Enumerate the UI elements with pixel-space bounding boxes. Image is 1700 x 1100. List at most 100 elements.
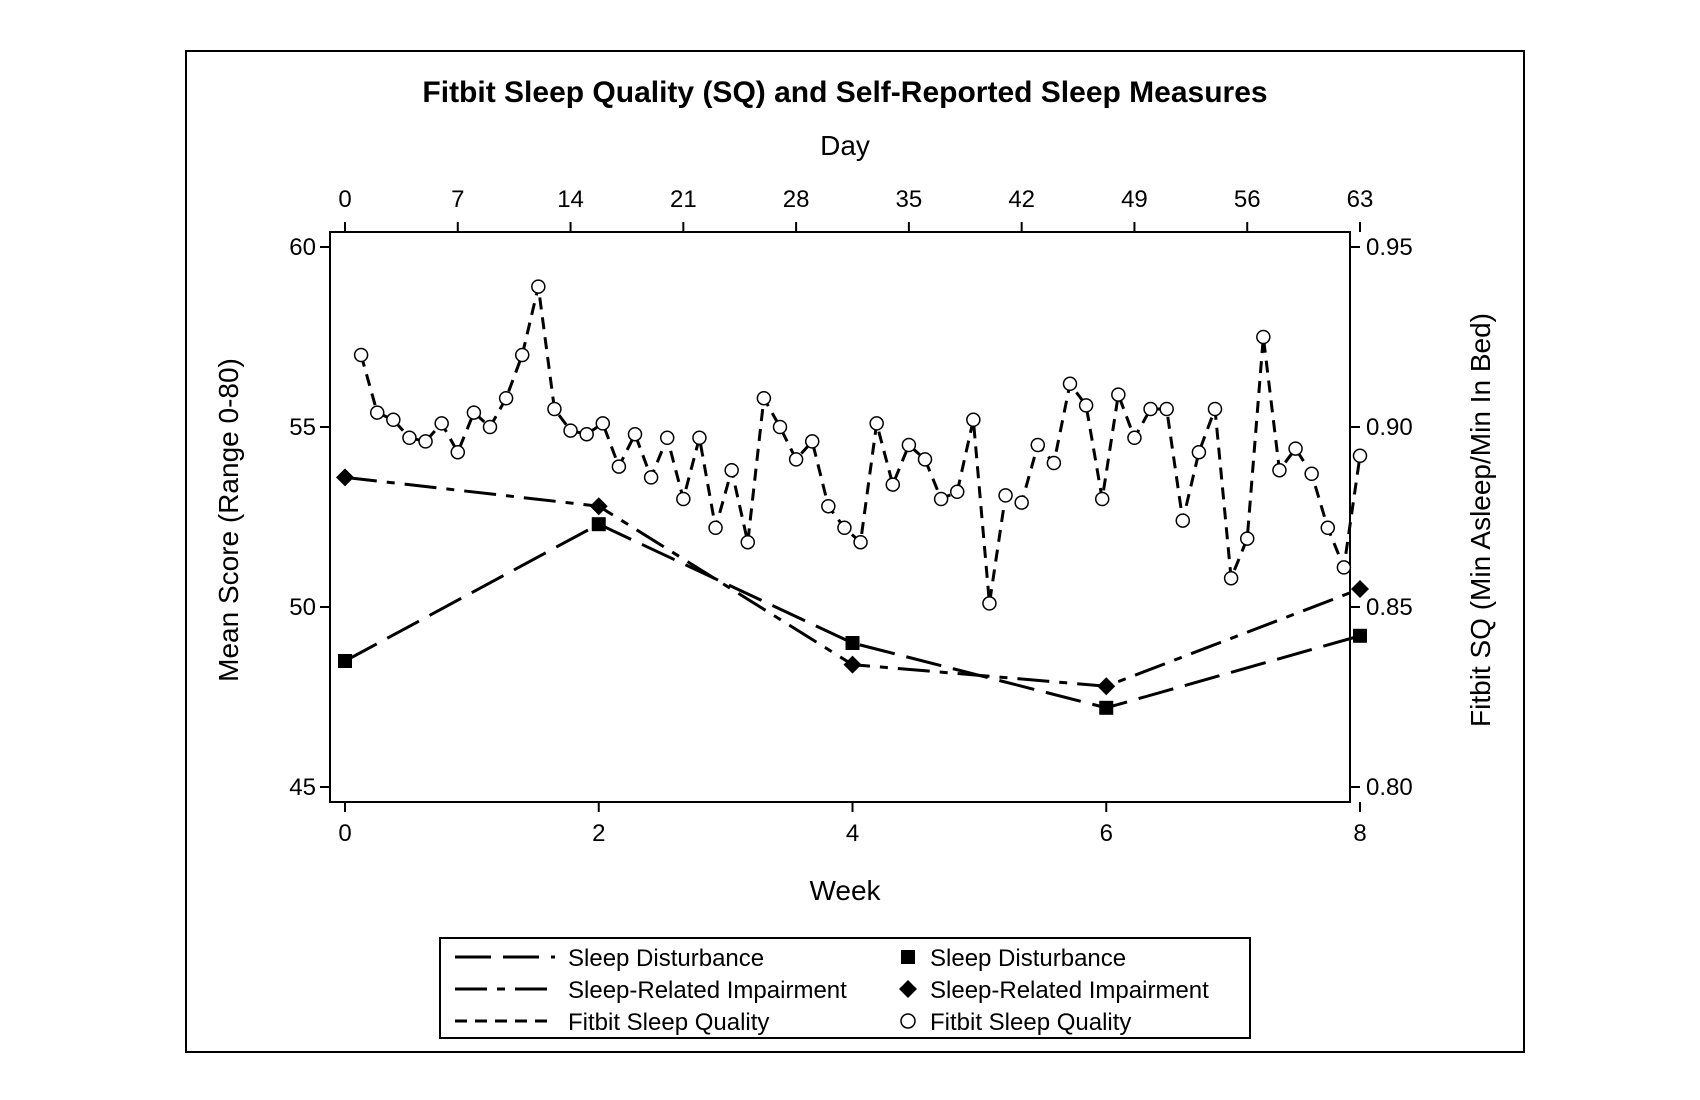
y-tick-label: 60 bbox=[289, 234, 316, 261]
data-point-fitbit-sleep-quality bbox=[1062, 376, 1078, 392]
x-tick-label: 2 bbox=[592, 820, 605, 847]
data-point-fitbit-sleep-quality bbox=[1223, 570, 1239, 586]
y-tick-label: 45 bbox=[289, 774, 316, 801]
data-point-fitbit-sleep-quality bbox=[1127, 430, 1142, 446]
legend-line-label-sleep-disturbance: Sleep Disturbance bbox=[568, 945, 764, 972]
data-point-fitbit-sleep-quality bbox=[353, 347, 369, 363]
data-point-sleep-related-impairment bbox=[1097, 677, 1116, 696]
left-axis-label: Mean Score (Range 0-80) bbox=[213, 358, 244, 682]
data-point-sleep-related-impairment bbox=[589, 497, 608, 516]
y-right-tick-label: 0.95 bbox=[1366, 234, 1413, 261]
data-point-fitbit-sleep-quality bbox=[482, 419, 498, 435]
data-point-fitbit-sleep-quality bbox=[514, 347, 530, 363]
data-point-fitbit-sleep-quality bbox=[1207, 401, 1223, 417]
x-top-tick-label: 21 bbox=[670, 186, 697, 213]
x-top-tick-label: 14 bbox=[557, 186, 584, 213]
data-point-fitbit-sleep-quality bbox=[466, 405, 482, 420]
x-top-tick-label: 0 bbox=[338, 186, 351, 213]
data-point-fitbit-sleep-quality bbox=[1239, 531, 1255, 546]
data-point-fitbit-sleep-quality bbox=[531, 279, 546, 294]
legend: Sleep Disturbance Sleep-Related Impairme… bbox=[439, 937, 1251, 1039]
data-point-fitbit-sleep-quality bbox=[966, 412, 981, 428]
x-top-tick-label: 63 bbox=[1347, 186, 1374, 213]
data-point-fitbit-sleep-quality bbox=[434, 416, 449, 431]
y-right-tick-label: 0.90 bbox=[1366, 414, 1413, 441]
data-point-fitbit-sleep-quality bbox=[998, 488, 1013, 503]
data-point-fitbit-sleep-quality bbox=[917, 452, 933, 467]
data-point-fitbit-sleep-quality bbox=[1143, 401, 1158, 417]
data-point-fitbit-sleep-quality bbox=[1272, 462, 1287, 478]
chart-title: Fitbit Sleep Quality (SQ) and Self-Repor… bbox=[422, 76, 1267, 109]
data-point-fitbit-sleep-quality bbox=[1304, 466, 1319, 482]
data-point-fitbit-sleep-quality bbox=[1175, 513, 1191, 528]
right-axis-label: Fitbit SQ (Min Asleep/Min In Bed) bbox=[1465, 313, 1496, 727]
x-top-tick-label: 49 bbox=[1121, 186, 1148, 213]
data-point-fitbit-sleep-quality bbox=[659, 430, 675, 446]
data-point-sleep-disturbance bbox=[1353, 628, 1367, 643]
data-point-fitbit-sleep-quality bbox=[724, 462, 739, 478]
data-point-sleep-disturbance bbox=[1099, 700, 1114, 715]
data-point-fitbit-sleep-quality bbox=[402, 430, 417, 446]
x-top-tick-label: 56 bbox=[1234, 186, 1261, 213]
data-point-sleep-disturbance bbox=[845, 636, 860, 650]
data-point-fitbit-sleep-quality bbox=[1078, 398, 1094, 413]
bottom-axis-label: Week bbox=[809, 875, 881, 906]
data-point-fitbit-sleep-quality bbox=[1159, 401, 1174, 417]
data-point-fitbit-sleep-quality bbox=[933, 491, 949, 507]
data-point-fitbit-sleep-quality bbox=[579, 426, 594, 442]
data-point-fitbit-sleep-quality bbox=[885, 477, 901, 492]
legend-marker-square bbox=[901, 950, 915, 964]
legend-line-label-fitbit-sleep-quality: Fitbit Sleep Quality bbox=[568, 1009, 769, 1036]
data-point-fitbit-sleep-quality bbox=[563, 423, 578, 438]
x-top-tick-label: 42 bbox=[1008, 186, 1035, 213]
data-point-sleep-related-impairment bbox=[843, 655, 862, 674]
data-point-fitbit-sleep-quality bbox=[1111, 387, 1126, 402]
data-point-sleep-disturbance bbox=[338, 654, 352, 668]
top-axis-label: Day bbox=[820, 130, 870, 161]
legend-marker-diamond bbox=[899, 980, 917, 998]
y-right-tick-label: 0.80 bbox=[1366, 774, 1413, 801]
data-point-fitbit-sleep-quality bbox=[386, 412, 401, 428]
x-top-tick-label: 28 bbox=[783, 186, 810, 213]
data-point-fitbit-sleep-quality bbox=[676, 491, 691, 507]
data-point-fitbit-sleep-quality bbox=[1046, 455, 1062, 471]
data-point-fitbit-sleep-quality bbox=[1256, 329, 1271, 345]
series-line-sleep-disturbance bbox=[344, 522, 1361, 710]
data-point-fitbit-sleep-quality bbox=[772, 419, 788, 435]
x-top-tick-label: 7 bbox=[451, 186, 464, 213]
data-point-sleep-related-impairment bbox=[1351, 580, 1369, 598]
data-point-fitbit-sleep-quality bbox=[740, 534, 756, 550]
data-point-fitbit-sleep-quality bbox=[1014, 495, 1029, 510]
data-point-fitbit-sleep-quality bbox=[1320, 520, 1336, 536]
legend-marker-label-sleep-related-impairment: Sleep-Related Impairment bbox=[930, 977, 1209, 1004]
series-line-fitbit-sleep-quality bbox=[359, 286, 1362, 604]
data-point-fitbit-sleep-quality bbox=[595, 416, 611, 431]
x-tick-label: 4 bbox=[846, 820, 859, 847]
data-point-fitbit-sleep-quality bbox=[692, 430, 707, 446]
x-tick-label: 6 bbox=[1100, 820, 1113, 847]
x-tick-label: 8 bbox=[1353, 820, 1366, 847]
figure-frame bbox=[185, 50, 1525, 1053]
y-tick-label: 55 bbox=[289, 414, 316, 441]
data-point-fitbit-sleep-quality bbox=[1336, 560, 1352, 575]
x-tick-label: 0 bbox=[338, 820, 351, 847]
legend-marker-label-fitbit-sleep-quality: Fitbit Sleep Quality bbox=[930, 1009, 1131, 1036]
data-point-fitbit-sleep-quality bbox=[643, 470, 659, 485]
data-point-fitbit-sleep-quality bbox=[627, 426, 643, 442]
series-line-sleep-related-impairment bbox=[344, 475, 1361, 688]
data-point-fitbit-sleep-quality bbox=[837, 520, 852, 536]
data-point-fitbit-sleep-quality bbox=[450, 444, 466, 460]
data-point-fitbit-sleep-quality bbox=[1352, 448, 1368, 464]
legend-marker-label-sleep-disturbance: Sleep Disturbance bbox=[930, 945, 1126, 972]
data-point-fitbit-sleep-quality bbox=[1094, 491, 1110, 507]
data-point-fitbit-sleep-quality bbox=[498, 390, 514, 406]
legend-marker-open-circle bbox=[900, 1013, 916, 1029]
data-point-fitbit-sleep-quality bbox=[982, 596, 997, 611]
data-point-fitbit-sleep-quality bbox=[708, 520, 723, 536]
data-point-sleep-related-impairment bbox=[336, 468, 354, 487]
legend-line-label-sleep-related-impairment: Sleep-Related Impairment bbox=[568, 977, 847, 1004]
data-point-fitbit-sleep-quality bbox=[611, 459, 627, 474]
data-point-fitbit-sleep-quality bbox=[1191, 444, 1207, 460]
data-point-fitbit-sleep-quality bbox=[756, 390, 772, 406]
